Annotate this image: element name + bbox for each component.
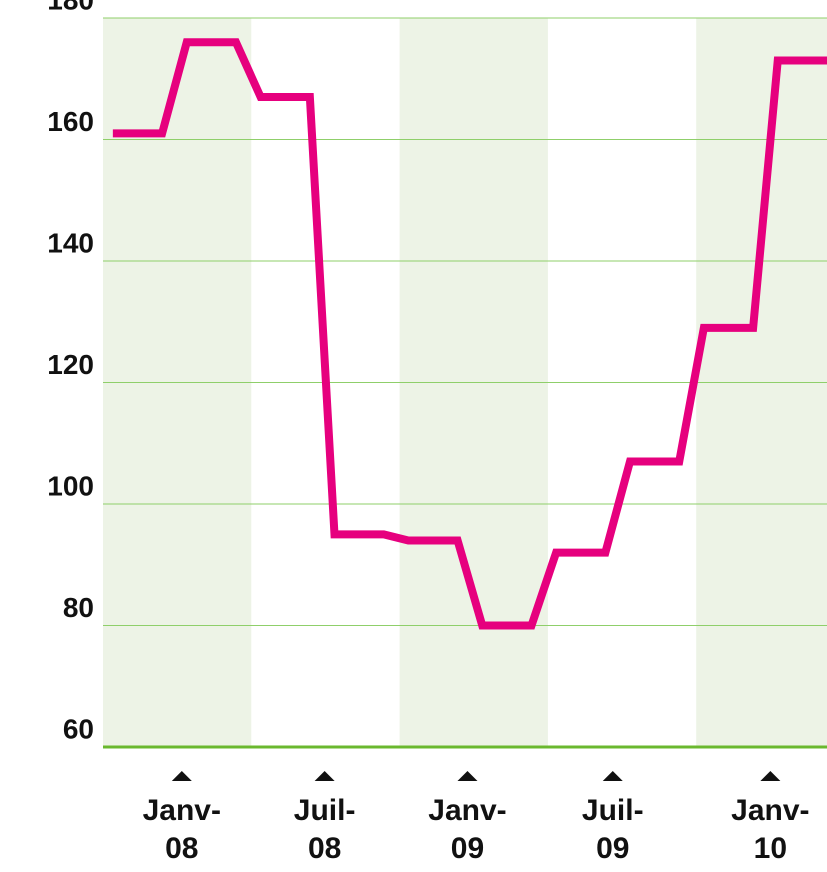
- y-tick-label: 140: [47, 227, 94, 258]
- x-tick-marker: [760, 771, 781, 781]
- y-tick-label: 180: [47, 0, 94, 15]
- y-tick-label: 60: [63, 713, 94, 744]
- x-tick-label: Juil-09: [581, 794, 644, 865]
- x-tick-label: Janv-10: [731, 794, 810, 865]
- x-tick-marker: [457, 771, 478, 781]
- data-line: [112, 38, 827, 630]
- y-tick-label: 120: [47, 349, 94, 380]
- y-tick-label: 100: [47, 470, 94, 501]
- y-tick-label: 160: [47, 106, 94, 137]
- y-tick-label: 80: [63, 592, 94, 623]
- x-tick-marker: [171, 771, 192, 781]
- x-tick-label: Janv-09: [428, 794, 507, 865]
- x-tick-label: Janv-08: [142, 794, 221, 865]
- x-tick-marker: [314, 771, 335, 781]
- x-tick-label: Juil-08: [293, 794, 356, 865]
- x-tick-marker: [602, 771, 623, 781]
